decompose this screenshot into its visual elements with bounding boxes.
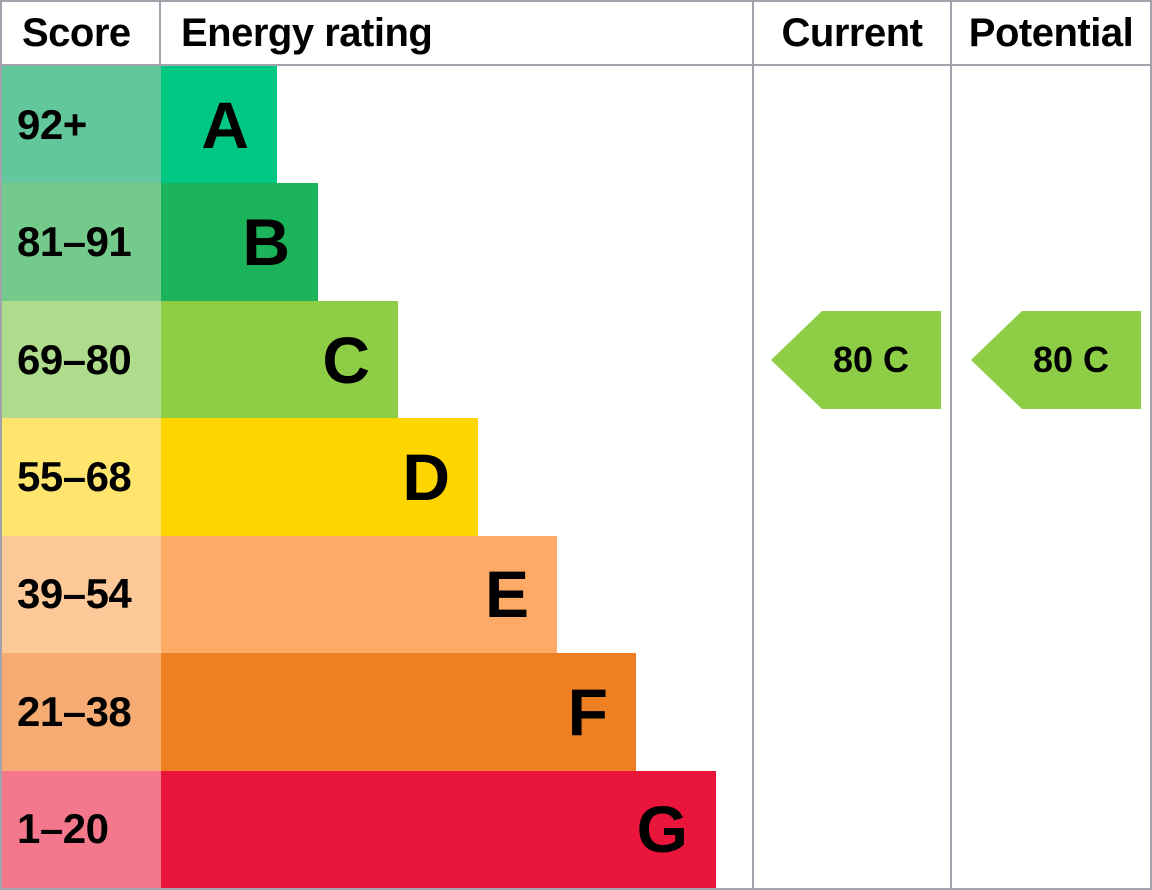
band-row-b: 81–91 B — [2, 183, 752, 301]
band-bar-b: B — [161, 183, 318, 301]
band-row-c: 69–80 C — [2, 300, 752, 419]
score-range-f: 21–38 — [2, 653, 161, 771]
score-range-c: 69–80 — [2, 300, 161, 419]
bar-area-e: E — [161, 535, 752, 654]
header-potential: Potential — [950, 2, 1150, 64]
grade-letter-b: B — [242, 205, 290, 280]
band-row-f: 21–38 F — [2, 653, 752, 771]
grade-letter-f: F — [567, 674, 608, 749]
potential-rating-label: 80 C — [1032, 339, 1110, 380]
bar-area-d: D — [161, 418, 752, 536]
grade-letter-a: A — [201, 87, 249, 162]
score-range-d: 55–68 — [2, 418, 161, 536]
bar-area-g: G — [161, 770, 752, 888]
bar-area-f: F — [161, 653, 752, 771]
score-range-g: 1–20 — [2, 770, 161, 888]
grade-letter-d: D — [402, 439, 450, 514]
band-bar-e: E — [161, 535, 557, 654]
band-row-d: 55–68 D — [2, 418, 752, 536]
score-range-b: 81–91 — [2, 183, 161, 301]
header-current: Current — [752, 2, 950, 64]
band-bar-g: G — [161, 770, 716, 888]
band-bar-c: C — [161, 300, 398, 419]
band-rows: 92+ A 81–91 B 69–80 C 55–68 D 39–54 E 21–38 F 1–20 G — [2, 66, 752, 888]
grade-letter-g: G — [636, 792, 688, 867]
band-bar-f: F — [161, 653, 636, 771]
grade-letter-e: E — [484, 557, 529, 632]
current-rating-arrow: 80 C — [771, 311, 941, 409]
band-row-g: 1–20 G — [2, 770, 752, 888]
score-range-a: 92+ — [2, 66, 161, 184]
bar-area-c: C — [161, 300, 752, 419]
potential-column: 80 C — [950, 66, 1150, 888]
header-energy-rating: Energy rating — [181, 10, 433, 55]
chart-body: 92+ A 81–91 B 69–80 C 55–68 D 39–54 E 21–38 F 1–20 G … — [2, 66, 1150, 888]
score-range-e: 39–54 — [2, 535, 161, 654]
band-row-e: 39–54 E — [2, 535, 752, 654]
current-rating-label: 80 C — [832, 339, 910, 380]
band-bar-a: A — [161, 66, 277, 184]
bar-area-a: A — [161, 66, 752, 184]
band-row-a: 92+ A — [2, 66, 752, 184]
band-bar-d: D — [161, 418, 478, 536]
chart-header-row: Score Energy rating Current Potential — [2, 2, 1150, 66]
current-column: 80 C — [752, 66, 950, 888]
header-score: Score — [2, 2, 161, 64]
potential-rating-arrow: 80 C — [971, 311, 1141, 409]
bar-area-b: B — [161, 183, 752, 301]
grade-letter-c: C — [322, 322, 370, 397]
